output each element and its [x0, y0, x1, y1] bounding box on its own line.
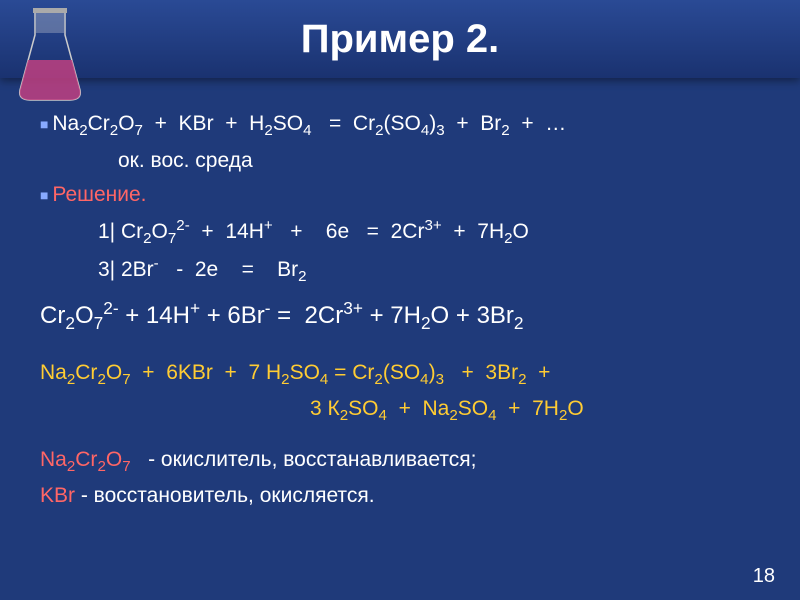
role-labels: ок. вос. среда: [40, 145, 760, 178]
oxidizer-note: Na2Cr2O7 - окислитель, восстанавливается…: [40, 444, 760, 479]
ionic-sum: Cr2O72- + 14H+ + 6Br- = 2Cr3+ + 7H2O + 3…: [40, 295, 760, 337]
full-equation-line2: 3 К2SO4 + Na2SO4 + 7H2O: [40, 393, 760, 428]
slide-content: Na2Cr2O7 + KBr + H2SO4 = Cr2(SO4)3 + Br2…: [0, 78, 800, 525]
reducer-note: KBr - восстановитель, окисляется.: [40, 480, 760, 513]
page-title: Пример 2.: [301, 17, 500, 62]
half-reaction-2: 3| 2Br- - 2e = Br2: [40, 252, 760, 289]
page-number: 18: [753, 565, 775, 588]
solution-header: Решение.: [40, 179, 760, 212]
main-equation: Na2Cr2O7 + KBr + H2SO4 = Cr2(SO4)3 + Br2…: [40, 108, 760, 143]
full-equation-line1: Na2Cr2O7 + 6KBr + 7 H2SO4 = Cr2(SO4)3 + …: [40, 357, 760, 392]
title-bar: Пример 2.: [0, 0, 800, 78]
half-reaction-1: 1| Cr2O72- + 14H+ + 6e = 2Cr3+ + 7H2O: [40, 214, 760, 251]
flask-icon: [10, 5, 90, 105]
